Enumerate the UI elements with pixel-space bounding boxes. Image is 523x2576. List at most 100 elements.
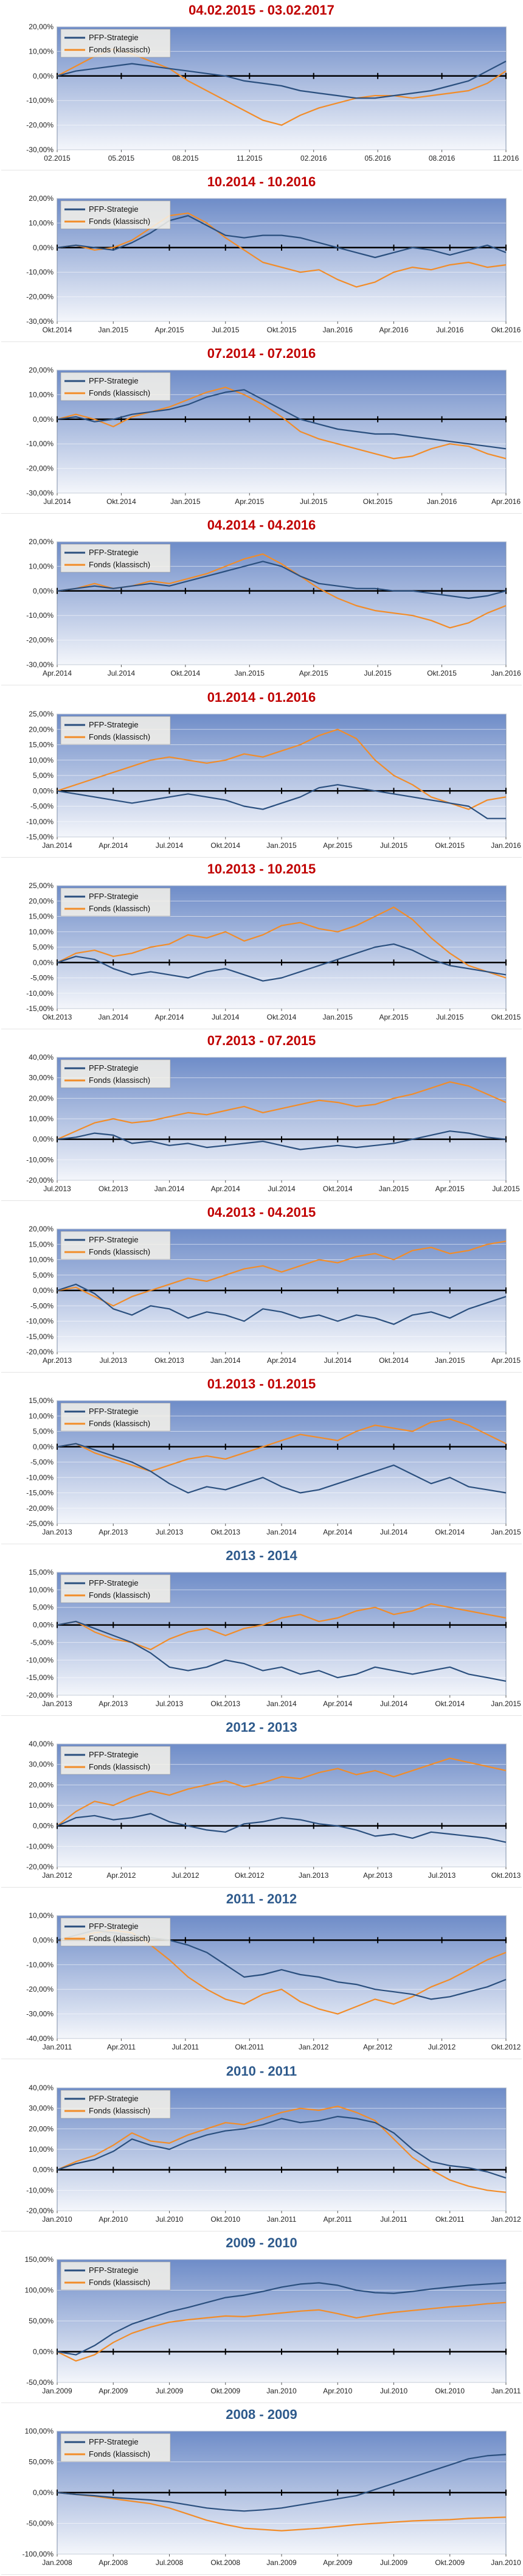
x-tick-label: Apr.2014: [99, 841, 128, 850]
legend-label-pfp: PFP-Strategie: [89, 33, 139, 42]
x-tick-label: Apr.2013: [99, 1699, 128, 1708]
x-tick-label: Jan.2010: [491, 2558, 521, 2567]
x-tick-label: Jan.2016: [323, 326, 353, 334]
chart-title: 2009 - 2010: [226, 2235, 297, 2250]
y-tick-label: 10,00%: [29, 1412, 54, 1420]
series-line-pfp: [57, 943, 507, 982]
x-tick-label: Okt.2016: [491, 326, 521, 334]
y-tick-label: 20,00%: [29, 1094, 54, 1102]
x-tick-label: Apr.2009: [323, 2558, 352, 2567]
y-tick-label: -20,00%: [26, 464, 54, 473]
legend: PFP-Strategie Fonds (klassisch): [60, 1746, 171, 1775]
x-tick-label: Okt.2009: [435, 2558, 465, 2567]
x-tick-label: Jul.2015: [300, 497, 328, 506]
y-tick-label: -10,00%: [26, 1961, 54, 1969]
series-line-fonds: [57, 1418, 507, 1472]
series-line-pfp: [57, 1813, 507, 1844]
chart-title: 10.2013 - 10.2015: [207, 861, 316, 877]
y-tick-label: 100,00%: [25, 2286, 54, 2294]
y-tick-label: 0,00%: [33, 1822, 54, 1830]
line-chart: 2008 - 2009 100,00% 50,00% 0,00% -50,00% -100…: [1, 2407, 522, 2575]
y-tick-label: 40,00%: [29, 2084, 54, 2092]
y-tick-label: 5,00%: [33, 1427, 54, 1436]
x-tick-label: Apr.2015: [491, 1356, 521, 1365]
x-tick-label: Okt.2013: [154, 1356, 184, 1365]
y-tick-label: 10,00%: [29, 1911, 54, 1920]
x-tick-label: 08.2016: [429, 154, 455, 163]
y-tick-label: 0,00%: [33, 72, 54, 80]
legend-label-fonds: Fonds (klassisch): [89, 1076, 150, 1085]
legend-box: [60, 1918, 171, 1947]
x-tick-label: Jul.2014: [268, 1185, 296, 1193]
y-tick-label: 10,00%: [29, 562, 54, 571]
y-tick-label: 20,00%: [29, 23, 54, 31]
x-tick-label: Apr.2016: [379, 326, 408, 334]
chart-title: 07.2013 - 07.2015: [207, 1033, 316, 1048]
y-tick-label: 20,00%: [29, 725, 54, 733]
chart-panel: 01.2014 - 01.2016 25,00% 20,00% 15,00% 10,00…: [1, 687, 522, 859]
y-tick-label: -50,00%: [26, 2378, 54, 2387]
y-tick-label: 0,00%: [33, 2347, 54, 2356]
y-tick-label: -10,00%: [26, 1317, 54, 1325]
y-tick-label: 0,00%: [33, 958, 54, 967]
series-line-fonds: [57, 1757, 507, 1827]
y-tick-label: 30,00%: [29, 2104, 54, 2112]
legend-box: [60, 1231, 171, 1260]
x-tick-label: Okt.2011: [235, 2043, 264, 2051]
y-tick-label: 150,00%: [25, 2255, 54, 2264]
legend: PFP-Strategie Fonds (klassisch): [60, 887, 171, 916]
chart-panel: 2013 - 2014 15,00% 10,00% 5,00% 0,00% -5,00% -…: [1, 1545, 522, 1718]
y-tick-label: -30,00%: [26, 317, 54, 326]
y-tick-label: 40,00%: [29, 1053, 54, 1062]
x-tick-label: Jan.2015: [323, 1013, 353, 1021]
chart-panel: 2010 - 2011 40,00% 30,00% 20,00% 10,00% 0,00%…: [1, 2060, 522, 2233]
series-line-pfp: [57, 60, 507, 99]
y-tick-label: 20,00%: [29, 1225, 54, 1233]
y-tick-label: 15,00%: [29, 1396, 54, 1405]
x-tick-label: Okt.2014: [435, 1699, 465, 1708]
x-tick-label: Jul.2012: [171, 1871, 199, 1880]
x-tick-label: Jan.2012: [299, 2043, 329, 2051]
y-tick-label: -20,00%: [26, 1863, 54, 1871]
y-tick-label: 10,00%: [29, 1115, 54, 1123]
y-tick-label: 10,00%: [29, 927, 54, 936]
legend-box: [60, 887, 171, 916]
legend-label-fonds: Fonds (klassisch): [89, 732, 150, 741]
line-chart: 2011 - 2012 10,00% 0,00% -10,00% -20,00% -30,…: [1, 1891, 522, 2060]
chart-title: 04.02.2015 - 03.02.2017: [189, 2, 334, 18]
line-chart: 04.2014 - 04.2016 20,00% 10,00% 0,00% -10,00…: [1, 517, 522, 686]
x-tick-label: Jul.2012: [428, 2043, 456, 2051]
line-chart: 07.2014 - 07.2016 20,00% 10,00% 0,00% -10,00…: [1, 346, 522, 514]
y-tick-label: -100,00%: [23, 2550, 54, 2558]
x-tick-label: Okt.2015: [491, 1013, 521, 1021]
series-line-pfp: [57, 783, 506, 819]
y-tick-label: -25,00%: [26, 1519, 54, 1528]
series-line-pfp: [57, 1443, 507, 1494]
y-tick-label: -20,00%: [26, 636, 54, 645]
series-line-fonds: [57, 212, 507, 288]
x-tick-label: Jul.2013: [100, 1356, 128, 1365]
line-chart: 10.2014 - 10.2016 20,00% 10,00% 0,00% -10,00…: [1, 174, 522, 343]
chart-title: 01.2013 - 01.2015: [207, 1376, 316, 1391]
x-tick-label: Jul.2010: [380, 2387, 408, 2395]
legend: PFP-Strategie Fonds (klassisch): [60, 1918, 171, 1947]
x-tick-label: Jul.2014: [380, 1528, 408, 1536]
legend-box: [60, 372, 171, 401]
y-tick-label: 30,00%: [29, 1073, 54, 1082]
x-tick-label: Apr.2012: [363, 2043, 392, 2051]
x-tick-label: Apr.2010: [323, 2387, 352, 2395]
x-tick-label: Jul.2013: [156, 1699, 184, 1708]
x-tick-label: Jan.2013: [42, 1699, 72, 1708]
y-tick-label: 0,00%: [33, 243, 54, 252]
x-tick-label: Jan.2011: [267, 2215, 297, 2224]
legend: PFP-Strategie Fonds (klassisch): [60, 1574, 171, 1603]
legend-label-fonds: Fonds (klassisch): [89, 560, 150, 569]
chart-panel: 10.2014 - 10.2016 20,00% 10,00% 0,00% -10,00…: [1, 172, 522, 344]
y-tick-label: 0,00%: [33, 1286, 54, 1295]
chart-title: 2012 - 2013: [226, 1720, 297, 1735]
x-tick-label: Jan.2009: [42, 2387, 72, 2395]
x-tick-label: Apr.2015: [435, 1185, 465, 1193]
series-line-fonds: [57, 1241, 507, 1307]
x-tick-label: 05.2015: [108, 154, 135, 163]
